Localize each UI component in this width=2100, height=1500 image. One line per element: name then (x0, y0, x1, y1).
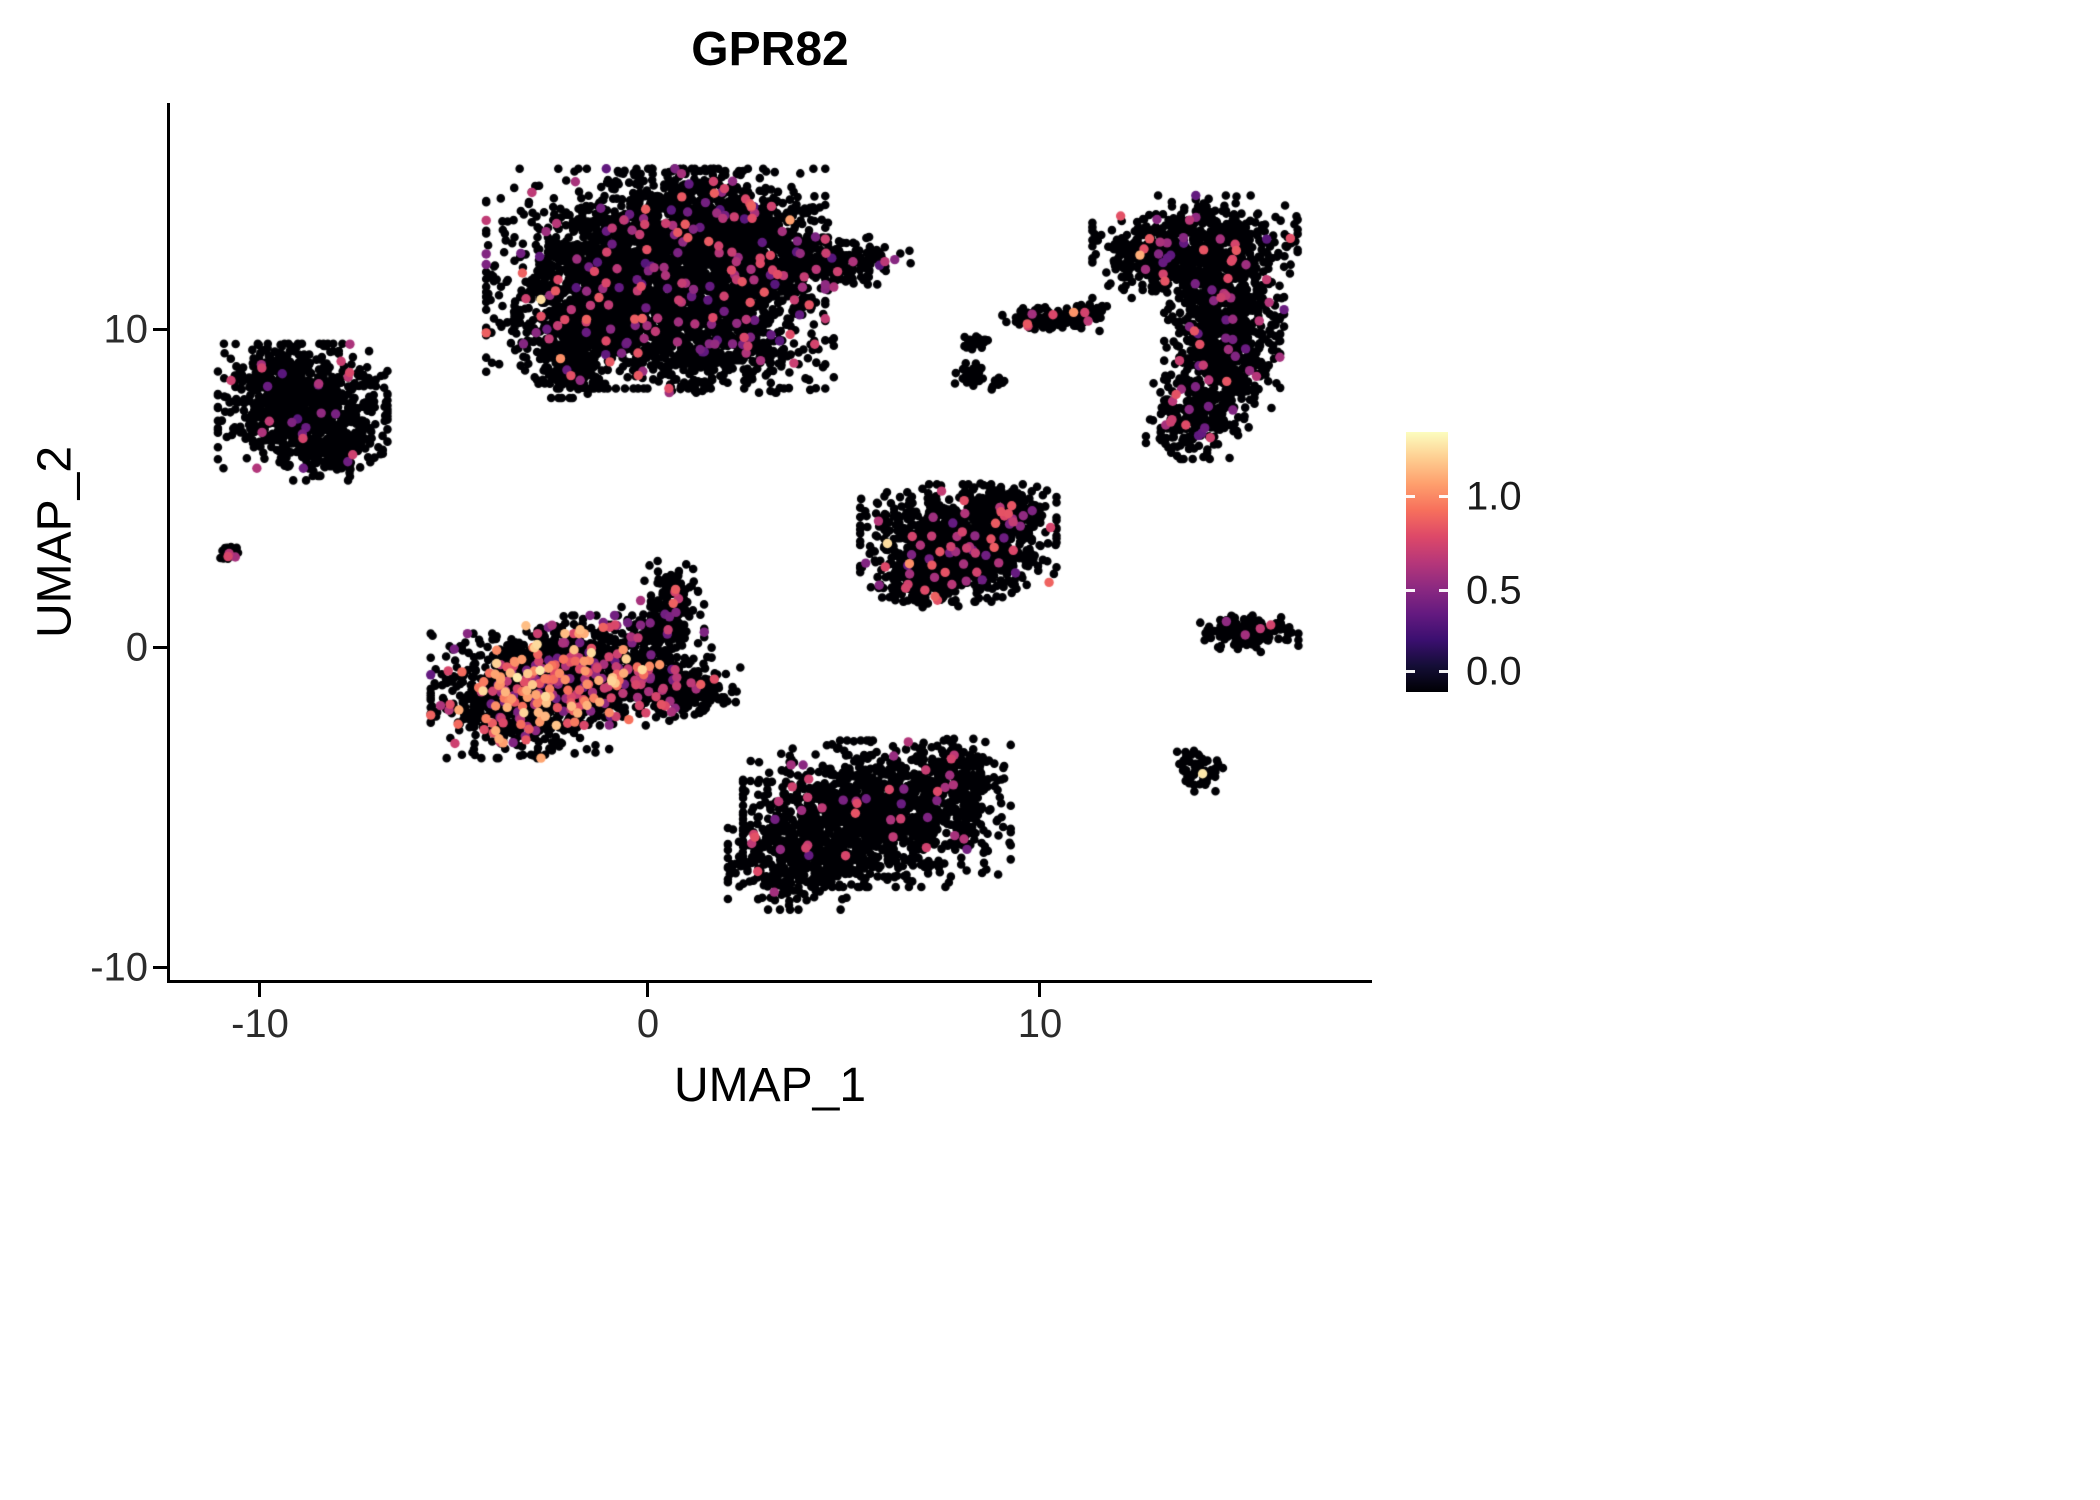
y-axis-line (167, 103, 170, 983)
y-tick-label: -10 (90, 945, 148, 990)
x-tick-label: -10 (231, 1002, 289, 1046)
x-tick-label: 0 (636, 1002, 660, 1046)
expression-legend: 1.0 0.5 0.0 (1406, 432, 1522, 694)
y-tick (153, 966, 167, 969)
legend-colorbar (1406, 432, 1448, 692)
x-tick-label: 10 (1017, 1002, 1063, 1046)
y-tick (153, 328, 167, 331)
y-tick (153, 646, 167, 649)
x-tick (1038, 983, 1041, 997)
x-axis-title: UMAP_1 (673, 1059, 867, 1112)
legend-tickmark (1439, 495, 1448, 498)
legend-tick-label: 0.0 (1466, 649, 1522, 694)
y-tick-label: 10 (103, 307, 149, 352)
legend-tickmark (1406, 495, 1415, 498)
legend-tickmark (1439, 670, 1448, 673)
legend-tickmark (1406, 589, 1415, 592)
legend-tick-label: 1.0 (1466, 474, 1522, 519)
y-tick-label: 0 (125, 625, 148, 670)
legend-tickmark (1406, 670, 1415, 673)
legend-tickmark (1439, 589, 1448, 592)
y-axis-title: UMAP_2 (28, 445, 82, 639)
x-axis-line (167, 980, 1372, 983)
x-tick (258, 983, 261, 997)
umap-points-canvas (170, 105, 1370, 980)
chart-title: GPR82 (691, 23, 849, 76)
legend-tick-label: 0.5 (1466, 568, 1522, 613)
x-tick (646, 983, 649, 997)
